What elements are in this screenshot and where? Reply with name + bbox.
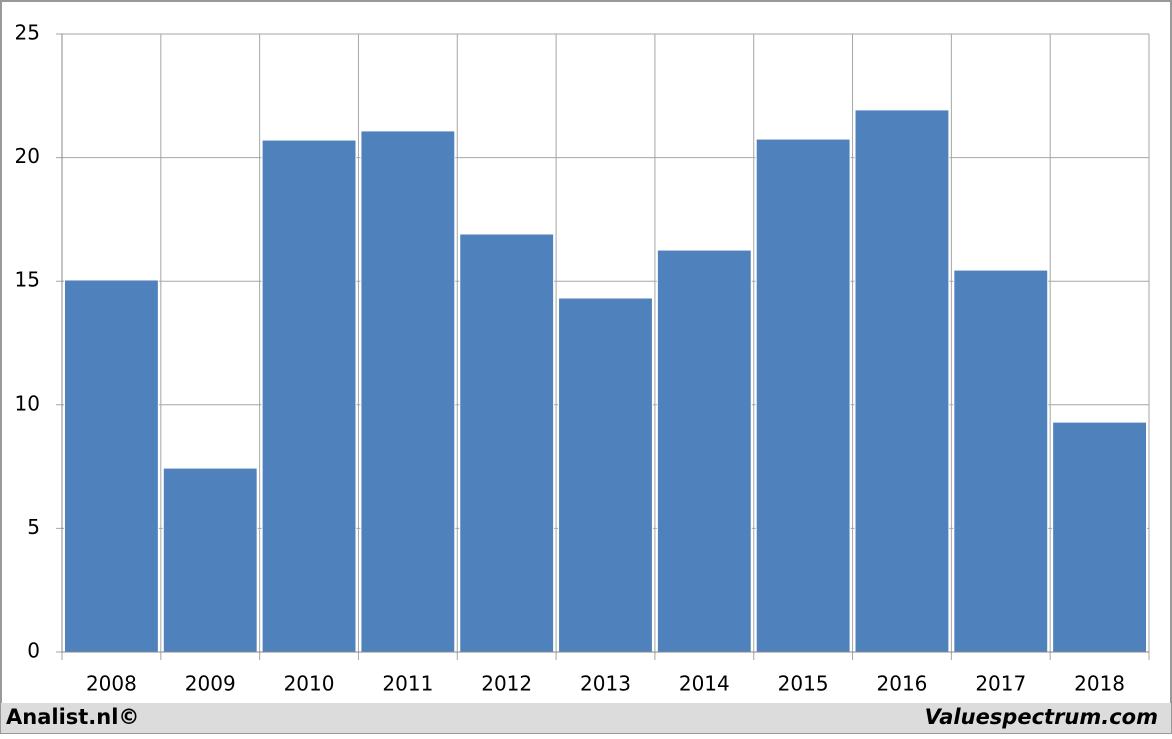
footer-right: Valuespectrum.com: [925, 705, 1158, 729]
footer-left: Analist.nl©: [6, 705, 139, 729]
x-tick-label: 2016: [877, 672, 928, 696]
bar: [459, 233, 555, 653]
x-tick-label: 2017: [975, 672, 1026, 696]
bar: [755, 138, 851, 653]
footer-bar: [1, 703, 1171, 733]
x-tick-label: 2008: [86, 672, 137, 696]
bar: [261, 139, 357, 653]
y-tick-label: 25: [15, 21, 40, 45]
bar: [63, 279, 159, 653]
x-tick-label: 2018: [1074, 672, 1125, 696]
bar: [360, 130, 456, 653]
y-tick-label: 5: [27, 515, 40, 539]
y-tick-label: 15: [15, 268, 40, 292]
bar: [656, 249, 752, 653]
bar: [558, 297, 653, 653]
bar: [162, 467, 258, 653]
bar: [953, 269, 1049, 653]
y-tick-label: 10: [15, 391, 40, 415]
x-tick-label: 2009: [185, 672, 236, 696]
x-tick-label: 2015: [778, 672, 829, 696]
x-tick-label: 2010: [284, 672, 335, 696]
x-tick-label: 2011: [382, 672, 433, 696]
bar: [854, 109, 950, 653]
y-tick-label: 0: [27, 639, 40, 663]
y-tick-label: 20: [15, 144, 40, 168]
bar: [1052, 421, 1148, 653]
x-tick-label: 2013: [580, 672, 631, 696]
x-tick-label: 2012: [481, 672, 532, 696]
x-tick-label: 2014: [679, 672, 730, 696]
